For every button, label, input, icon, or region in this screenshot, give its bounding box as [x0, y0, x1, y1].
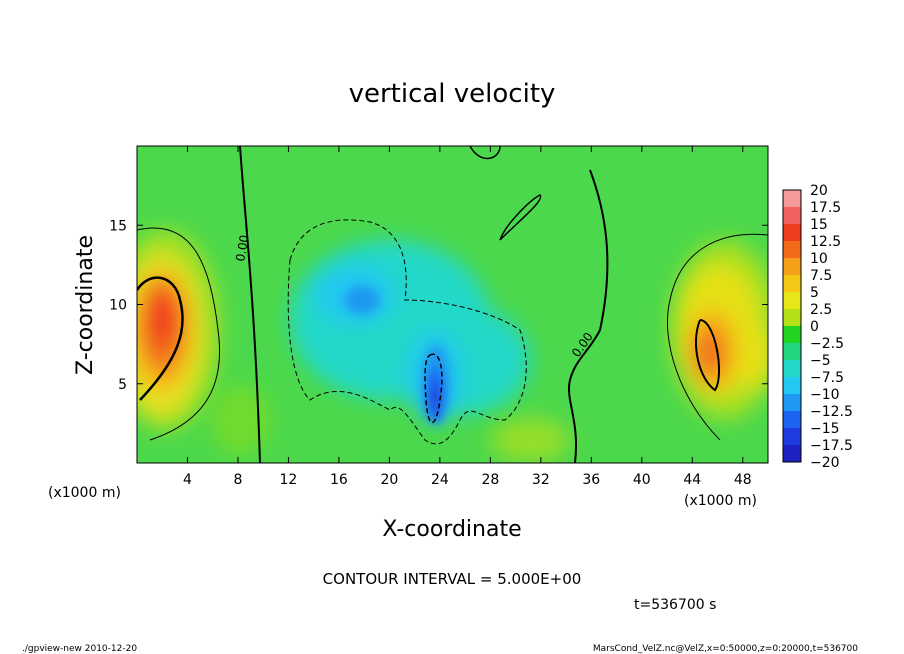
- colorbar-label: −20: [810, 455, 840, 471]
- y-tick-label: 15: [109, 218, 127, 234]
- x-tick-label: 40: [633, 472, 651, 488]
- contour-label-left: 0.00: [233, 234, 251, 263]
- colorbar-label: 2.5: [810, 302, 832, 318]
- colorbar-label: 7.5: [810, 268, 832, 284]
- colorbar-label: 15: [810, 217, 828, 233]
- contour-interval: CONTOUR INTERVAL = 5.000E+00: [323, 570, 582, 588]
- x-unit-label-right: (x1000 m): [684, 493, 757, 509]
- x-tick-label: 28: [481, 472, 499, 488]
- y-axis-label: Z-coordinate: [73, 235, 98, 375]
- colorbar-label: 17.5: [810, 200, 841, 216]
- colorbar-label: 20: [810, 183, 828, 199]
- colorbar: 2017.51512.5107.552.50−2.5−5−7.5−10−12.5…: [782, 183, 853, 471]
- x-tick-label: 8: [233, 472, 242, 488]
- colorbar-swatch: [783, 377, 801, 394]
- colorbar-swatch: [783, 258, 801, 275]
- colorbar-label: −12.5: [810, 404, 853, 420]
- x-tick-label: 12: [280, 472, 298, 488]
- plot-area: 0.00 0.00: [137, 146, 768, 463]
- x-tick-label: 16: [330, 472, 348, 488]
- colorbar-swatch: [783, 224, 801, 241]
- x-tick-label: 20: [380, 472, 398, 488]
- source-label: MarsCond_VelZ.nc@VelZ,x=0:50000,z=0:2000…: [593, 644, 858, 654]
- x-tick-label: 24: [431, 472, 449, 488]
- time-label: t=536700 s: [634, 597, 716, 613]
- chart-title: vertical velocity: [349, 79, 556, 109]
- colorbar-swatch: [783, 343, 801, 360]
- colorbar-swatch: [783, 411, 801, 428]
- colorbar-swatch: [783, 326, 801, 343]
- colorbar-label: 5: [810, 285, 819, 301]
- colorbar-swatch: [783, 394, 801, 411]
- program-label: ./gpview-new 2010-12-20: [22, 644, 137, 654]
- colorbar-label: −10: [810, 387, 840, 403]
- x-unit-label-left: (x1000 m): [48, 485, 121, 501]
- colorbar-swatch: [783, 360, 801, 377]
- colorbar-label: −2.5: [810, 336, 844, 352]
- colorbar-swatch: [783, 445, 801, 462]
- colorbar-label: 10: [810, 251, 828, 267]
- x-tick-label: 48: [734, 472, 752, 488]
- x-tick-label: 32: [532, 472, 550, 488]
- colorbar-frame: [782, 189, 802, 463]
- colorbar-label: −17.5: [810, 438, 853, 454]
- colorbar-label: −7.5: [810, 370, 844, 386]
- y-axis-ticks: 5 10 15: [109, 218, 768, 393]
- colorbar-label: −15: [810, 421, 840, 437]
- x-tick-label: 4: [183, 472, 192, 488]
- x-axis-label: X-coordinate: [382, 517, 521, 542]
- colorbar-swatch: [783, 292, 801, 309]
- colorbar-swatch: [783, 428, 801, 445]
- colorbar-swatch: [783, 241, 801, 258]
- y-tick-label: 10: [109, 298, 127, 314]
- colorbar-swatch: [783, 275, 801, 292]
- colorbar-label: −5: [810, 353, 831, 369]
- colorbar-label: 12.5: [810, 234, 841, 250]
- y-tick-label: 5: [118, 377, 127, 393]
- x-tick-label: 36: [582, 472, 600, 488]
- x-axis-ticks: 4 8 12 16 20 24 28 32 36 40 44 48: [183, 146, 752, 488]
- colorbar-label: 0: [810, 319, 819, 335]
- colorbar-swatch: [783, 309, 801, 326]
- colorbar-swatch: [783, 190, 801, 207]
- colorbar-swatch: [783, 207, 801, 224]
- x-tick-label: 44: [683, 472, 701, 488]
